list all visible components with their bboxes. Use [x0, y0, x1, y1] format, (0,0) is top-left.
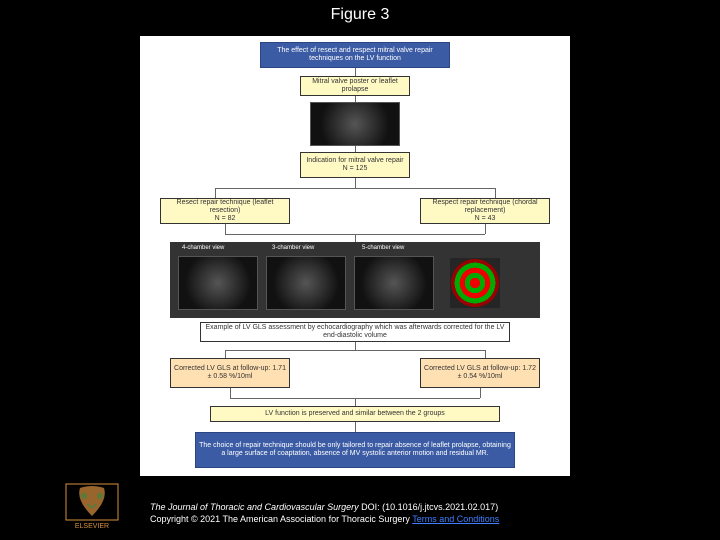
flow-gls-example: Example of LV GLS assessment by echocard…: [200, 322, 510, 342]
connector: [480, 388, 481, 398]
view-label-2: 3-chamber view: [270, 244, 316, 252]
connector: [215, 188, 216, 198]
citation: The Journal of Thoracic and Cardiovascul…: [150, 502, 498, 512]
connector: [355, 68, 356, 76]
flow-resect: Resect repair technique (leaflet resecti…: [160, 198, 290, 224]
echo-image: [310, 102, 400, 146]
doi: DOI: (10.1016/j.jtcvs.2021.02.017): [359, 502, 499, 512]
connector: [225, 224, 226, 234]
connector: [355, 342, 356, 350]
connector: [495, 188, 496, 198]
flow-right-result: Corrected LV GLS at follow-up: 1.72 ± 0.…: [420, 358, 540, 388]
copyright-line: Copyright © 2021 The American Associatio…: [150, 514, 499, 524]
slide: Figure 3 The effect of resect and respec…: [0, 0, 720, 540]
connector: [355, 398, 356, 406]
copyright-text: Copyright © 2021 The American Associatio…: [150, 514, 412, 524]
flow-header: The effect of resect and respect mitral …: [260, 42, 450, 68]
connector: [355, 234, 356, 242]
connector: [485, 224, 486, 234]
flow-indication: Indication for mitral valve repair N = 1…: [300, 152, 410, 178]
flow-respect: Respect repair technique (chordal replac…: [420, 198, 550, 224]
flow-conclusion: The choice of repair technique should be…: [195, 432, 515, 468]
connector: [355, 422, 356, 432]
connector: [355, 178, 356, 188]
flow-diagnosis: Mitral valve poster or leaflet prolapse: [300, 76, 410, 96]
figure-area: The effect of resect and respect mitral …: [140, 36, 570, 476]
strain-view-1: [178, 256, 258, 310]
figure-title: Figure 3: [0, 6, 720, 24]
journal-name: The Journal of Thoracic and Cardiovascul…: [150, 502, 359, 512]
bullseye-plot: [450, 258, 500, 308]
elsevier-logo: ELSEVIER: [60, 482, 124, 530]
connector: [225, 350, 485, 351]
view-label-1: 4-chamber view: [180, 244, 226, 252]
connector: [215, 188, 495, 189]
strain-view-3: [354, 256, 434, 310]
terms-link[interactable]: Terms and Conditions: [412, 514, 499, 524]
flow-left-result: Corrected LV GLS at follow-up: 1.71 ± 0.…: [170, 358, 290, 388]
view-label-3: 5-chamber view: [360, 244, 406, 252]
connector: [230, 388, 231, 398]
connector: [225, 350, 226, 358]
elsevier-text: ELSEVIER: [75, 523, 109, 530]
flow-preserved: LV function is preserved and similar bet…: [210, 406, 500, 422]
connector: [485, 350, 486, 358]
strain-view-2: [266, 256, 346, 310]
